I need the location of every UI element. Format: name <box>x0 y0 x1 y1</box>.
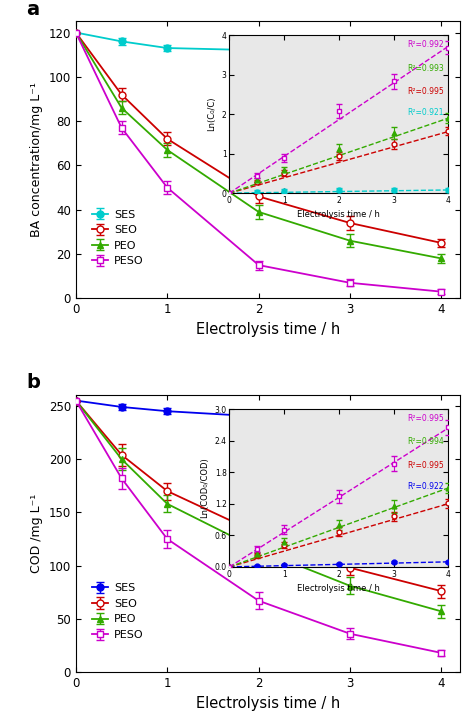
Text: a: a <box>26 0 39 19</box>
Legend: SES, SEO, PEO, PESO: SES, SEO, PEO, PESO <box>87 205 148 271</box>
Text: b: b <box>26 373 40 393</box>
Y-axis label: COD /mg L⁻¹: COD /mg L⁻¹ <box>30 494 43 573</box>
Legend: SES, SEO, PEO, PESO: SES, SEO, PEO, PESO <box>87 579 148 644</box>
X-axis label: Electrolysis time / h: Electrolysis time / h <box>196 322 340 337</box>
Y-axis label: BA concentration/mg L⁻¹: BA concentration/mg L⁻¹ <box>30 82 43 237</box>
X-axis label: Electrolysis time / h: Electrolysis time / h <box>196 696 340 711</box>
